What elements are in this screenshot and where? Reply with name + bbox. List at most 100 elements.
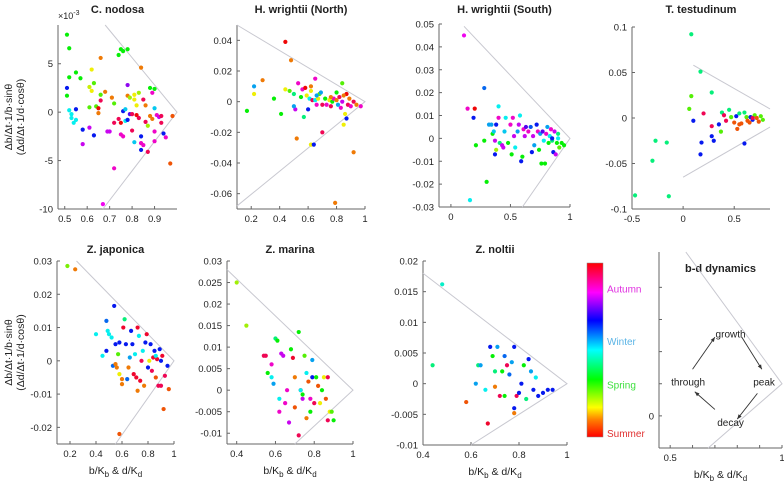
data-point <box>524 396 529 402</box>
data-point <box>283 87 288 92</box>
data-point <box>513 145 518 150</box>
data-point <box>138 65 144 70</box>
data-point <box>492 138 498 143</box>
data-point <box>113 342 118 347</box>
data-point <box>139 358 144 363</box>
data-point <box>509 360 514 365</box>
y-tick-label: 0.005 <box>198 364 222 375</box>
data-point <box>96 111 101 116</box>
data-point <box>125 117 130 123</box>
data-point <box>494 147 499 152</box>
data-point <box>300 396 305 401</box>
x-tick-label: 0.2 <box>245 214 258 225</box>
data-point <box>126 365 131 370</box>
data-point <box>329 409 334 414</box>
data-point <box>73 117 79 123</box>
data-point <box>145 365 151 370</box>
x-axis-label-part: b <box>279 470 284 479</box>
data-point <box>161 406 166 412</box>
y-axis-label: Δb/Δt·1/b·sinθ <box>3 84 15 151</box>
data-point <box>492 152 498 157</box>
y-tick-label: 0.01 <box>204 343 223 354</box>
panels: C. nodosa 0.5 0.6 0.7 0.8 0.9 -10 -5 0 5 ×10-3 Δb/Δ… <box>3 4 784 481</box>
x-tick-label: 0.6 <box>269 449 282 460</box>
y-tick-label: 0.02 <box>400 257 419 268</box>
data-point <box>80 142 85 147</box>
data-point <box>723 118 729 123</box>
y-tick-label: -0.01 <box>30 390 52 401</box>
data-point <box>721 113 727 118</box>
colorbar-label-spring: Spring <box>607 380 636 391</box>
data-point <box>98 92 103 97</box>
data-point <box>73 267 78 272</box>
data-point <box>170 113 175 119</box>
data-point <box>152 86 157 92</box>
panel-title: Z. noltii <box>475 244 514 256</box>
data-point <box>148 342 153 347</box>
data-point <box>430 363 435 368</box>
data-point <box>113 362 118 367</box>
y-tick-label: -0.05 <box>605 159 627 170</box>
y-tick-label: 0.01 <box>400 318 419 329</box>
data-point <box>134 112 139 118</box>
boundary-line <box>102 24 178 210</box>
data-point <box>134 103 139 108</box>
data-point <box>554 140 560 146</box>
data-point <box>550 136 555 141</box>
data-point <box>531 387 536 392</box>
data-point <box>138 147 144 153</box>
y-tick-label: -0.04 <box>210 159 232 170</box>
data-point <box>561 143 567 148</box>
axis-multiplier-exponent: -3 <box>73 10 79 17</box>
data-point <box>318 90 324 95</box>
data-point <box>277 409 282 414</box>
data-point <box>64 85 70 91</box>
data-point <box>510 115 515 120</box>
y-axis-label: Δb/Δt·1/b·sinθ <box>3 319 15 386</box>
data-point <box>132 97 137 102</box>
x-tick-label: 1 <box>779 453 784 464</box>
data-point <box>334 90 339 95</box>
panel-title: T. testudinum <box>666 4 737 16</box>
data-point <box>351 99 356 104</box>
data-point <box>132 92 137 97</box>
data-point <box>760 117 765 122</box>
data-point <box>125 82 130 88</box>
x-tick-label: 0.8 <box>141 449 154 460</box>
data-point <box>129 111 135 117</box>
data-point <box>287 88 292 94</box>
data-point <box>64 32 70 37</box>
data-point <box>98 55 103 61</box>
data-point <box>494 122 499 127</box>
data-point <box>461 33 467 38</box>
y-tick-label: 5 <box>48 59 53 70</box>
x-tick-label: 0.9 <box>148 214 161 225</box>
data-point <box>340 81 345 86</box>
data-point <box>324 102 329 107</box>
data-point <box>539 161 544 166</box>
x-tick-label: 0.4 <box>273 214 286 225</box>
data-point <box>515 129 520 134</box>
data-point <box>732 120 737 125</box>
y-tick-label: -0.02 <box>412 180 434 191</box>
y-tick-label: -10 <box>39 205 53 216</box>
data-point <box>283 39 288 44</box>
data-point <box>163 135 168 140</box>
data-point <box>98 98 103 103</box>
phase-arrow <box>692 336 716 370</box>
data-point <box>325 375 330 380</box>
x-axis-label: b/Kb & d/Kd <box>468 466 521 480</box>
data-point <box>136 90 141 95</box>
x-tick-label: 0.6 <box>302 214 315 225</box>
data-point <box>142 383 147 388</box>
data-point <box>504 363 510 368</box>
data-point <box>127 355 132 360</box>
panel-title: Z. japonica <box>87 244 145 256</box>
data-point <box>150 116 155 122</box>
data-point <box>118 120 123 125</box>
x-tick-label: 0.8 <box>330 214 343 225</box>
data-point <box>284 388 290 393</box>
data-point <box>338 105 343 110</box>
data-point <box>306 107 311 112</box>
data-point <box>440 282 445 287</box>
